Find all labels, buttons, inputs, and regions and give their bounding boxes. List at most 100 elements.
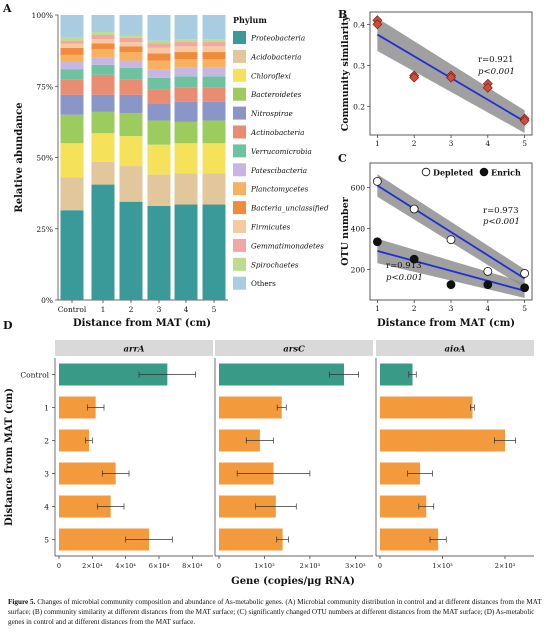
bar-2: [59, 429, 89, 452]
bar-proteobacteria-4: [174, 204, 198, 300]
bar-control: [219, 363, 344, 386]
bar-others-1: [91, 15, 115, 33]
x-tick-label: Control: [58, 305, 87, 314]
bar-proteobacteria-3: [147, 205, 171, 300]
bar-nitrospirae-4: [174, 101, 198, 122]
y-tick-label: 100%: [32, 11, 53, 20]
legend-swatch-verrucomicrobia: [233, 144, 246, 158]
y-tick-label: 400: [351, 224, 366, 233]
bar-1: [219, 396, 282, 419]
bar-bacteria-unclassified-control: [60, 47, 84, 55]
bar-proteobacteria-2: [119, 201, 143, 300]
bar-verrucomicrobia-3: [147, 77, 171, 90]
x-tick-label: 5: [522, 139, 527, 148]
legend-label-acidobacteria: Acidobacteria: [250, 52, 302, 61]
bar-planctomycetes-5: [202, 59, 226, 68]
bar-gemmatimonadetes-control: [60, 40, 84, 44]
data-point-depleted: [483, 266, 493, 276]
legend-swatch-nitrospirae: [233, 106, 246, 120]
bar-gemmatimonadetes-3: [147, 43, 171, 48]
bar-others-5: [202, 15, 226, 40]
legend-label-planctomycetes: Planctomycetes: [250, 185, 309, 194]
x-tick-label: 1: [375, 304, 380, 313]
bar-actinobacteria-4: [174, 87, 198, 102]
bar-spirochaetes-2: [119, 34, 143, 38]
bar-spirochaetes-3: [147, 40, 171, 44]
annotation-r-depleted: r=0.973: [483, 206, 519, 216]
caption-text: Changes of microbial community compositi…: [8, 598, 542, 626]
data-point-enrich: [483, 280, 493, 290]
bar-others-4: [174, 15, 198, 40]
bar-bacteroidetes-3: [147, 120, 171, 145]
legend-label-chloroflexi: Chloroflexi: [251, 71, 291, 80]
x-tick-label: 2: [412, 139, 417, 148]
y-tick-label: 3: [44, 470, 49, 479]
bar-actinobacteria-control: [60, 79, 84, 95]
x-axis-title: Gene (copies/μg RNA): [231, 576, 355, 587]
legend-label-bacteria-unclassified: Bacteria_unclassified: [250, 204, 329, 213]
y-tick-label: 25%: [36, 225, 53, 234]
facet-strip: [376, 340, 534, 356]
data-point-depleted: [409, 204, 419, 214]
bar-2: [380, 429, 505, 452]
bar-patescibacteria-control: [60, 62, 84, 70]
bar-control: [380, 363, 413, 386]
annotation-p-enrich: p<0.001: [386, 273, 423, 283]
legend-swatch-acidobacteria: [233, 49, 246, 63]
bar-verrucomicrobia-5: [202, 76, 226, 88]
bar-nitrospirae-5: [202, 101, 226, 121]
panel-label-a: A: [2, 2, 12, 15]
legend-swatch-chloroflexi: [233, 68, 246, 82]
bar-actinobacteria-5: [202, 87, 226, 102]
data-point-enrich: [520, 283, 530, 293]
y-axis-title: Community similarity: [340, 15, 351, 131]
bar-acidobacteria-4: [174, 173, 198, 205]
y-tick-label: 2: [44, 437, 49, 446]
bar-chloroflexi-1: [91, 133, 115, 162]
x-tick-label: 0: [57, 562, 61, 570]
facet-aioa: aioA 0 1×10³ 2×10³: [375, 340, 534, 570]
y-tick-label: 4: [44, 503, 49, 512]
bar-planctomycetes-control: [60, 54, 84, 63]
legend-swatch-gemmatimonadetes: [233, 238, 246, 252]
bar-verrucomicrobia-2: [119, 67, 143, 80]
bar-acidobacteria-3: [147, 174, 171, 206]
y-tick-label: 1: [44, 404, 49, 413]
x-tick-label: 2: [129, 305, 134, 314]
bar-4: [59, 495, 111, 518]
legend-marker-enrich: [479, 167, 489, 177]
legend-label-verrucomicrobia: Verrucomicrobia: [251, 147, 312, 156]
bar-acidobacteria-control: [60, 177, 84, 211]
data-point-enrich: [446, 280, 456, 290]
panel-label-d: D: [3, 319, 13, 332]
bar-spirochaetes-1: [91, 32, 115, 35]
x-tick-label: 1×10³: [432, 562, 453, 570]
legend-swatch-others: [233, 276, 246, 290]
x-tick-label: 3: [449, 139, 454, 148]
bar-spirochaetes-4: [174, 39, 198, 43]
x-tick-label: 4: [485, 139, 490, 148]
bar-acidobacteria-5: [202, 173, 226, 205]
y-tick-label: 200: [351, 265, 366, 274]
bar-3: [59, 462, 116, 485]
bar-firmicutes-4: [174, 46, 198, 53]
facet-arsc: arsC 0 1×10³ 2×10³ 3×10³: [214, 340, 373, 570]
bar-bacteria-unclassified-2: [119, 46, 143, 53]
y-tick-label: 0.2: [353, 102, 365, 111]
y-tick-label: Control: [20, 371, 49, 380]
x-tick-label: 6×10⁴: [149, 562, 170, 570]
bar-gemmatimonadetes-4: [174, 42, 198, 47]
bar-bacteroidetes-control: [60, 114, 84, 144]
x-axis-title: Distance from MAT (cm): [73, 318, 211, 329]
bar-chloroflexi-5: [202, 143, 226, 174]
bar-firmicutes-1: [91, 39, 115, 44]
bar-chloroflexi-4: [174, 143, 198, 174]
bar-proteobacteria-1: [91, 184, 115, 300]
legend-label-others: Others: [251, 279, 276, 288]
x-axis-title: Distance from MAT (cm): [377, 318, 515, 329]
x-tick-label: 4: [184, 305, 189, 314]
x-tick-label: 5: [522, 304, 527, 313]
bar-bacteria-unclassified-1: [91, 43, 115, 50]
y-tick-label: 75%: [36, 82, 53, 91]
